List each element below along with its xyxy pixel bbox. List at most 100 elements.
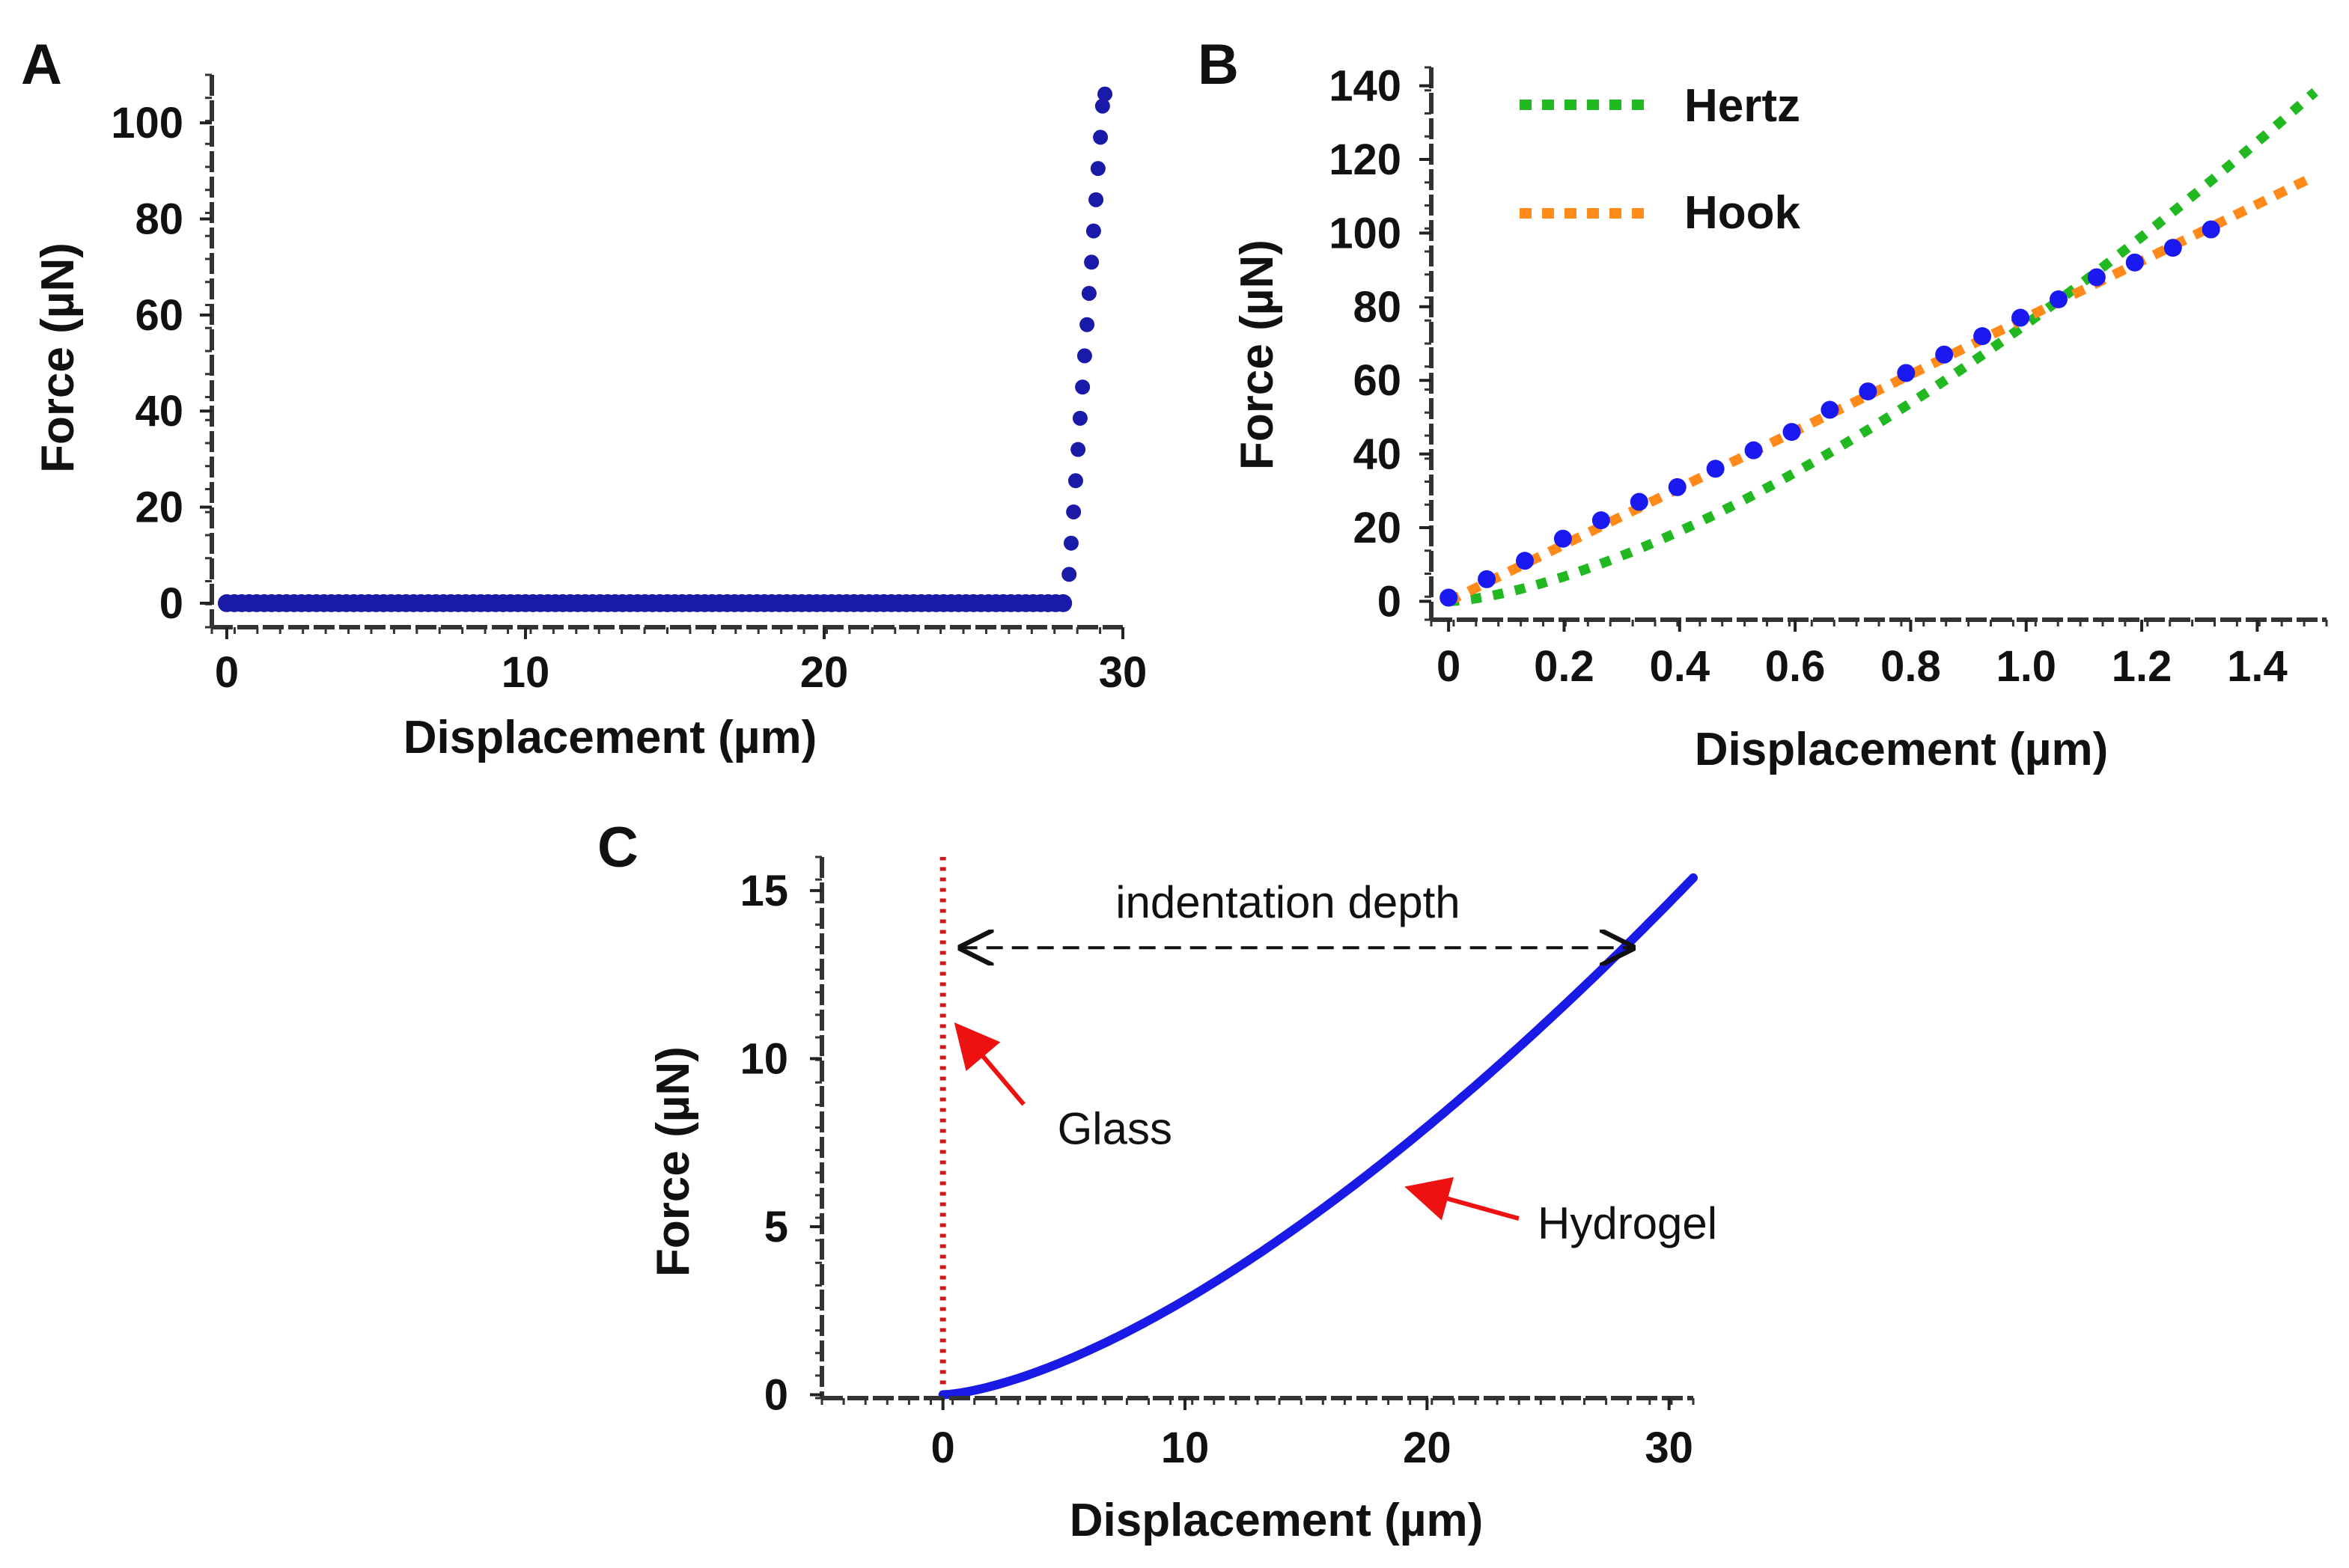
x-tick-label: 1.0: [1996, 642, 2056, 691]
data-point: [1075, 379, 1091, 395]
y-tick-label: 15: [740, 867, 788, 915]
panel-b-xlabel: Displacement (µm): [1695, 724, 2109, 775]
y-tick-label: 20: [1353, 504, 1401, 552]
x-tick-label: 30: [1099, 648, 1148, 697]
panel-c-data: [938, 857, 1698, 1400]
panel-c-annotations: indentation depth Glass Hydrogel: [954, 877, 1717, 1248]
data-point: [1070, 442, 1086, 457]
y-tick-label: 60: [135, 291, 183, 340]
x-tick-label: 1.2: [2112, 642, 2172, 691]
panel-label-b: B: [1198, 33, 1239, 97]
y-tick-label: 0: [159, 579, 183, 628]
x-tick-label: 0: [215, 648, 239, 697]
panel-a-xlabel: Displacement (µm): [403, 712, 817, 763]
y-tick-label: 60: [1353, 356, 1401, 405]
data-point: [1063, 535, 1079, 551]
data-point: [1054, 594, 1073, 612]
y-tick-label: 80: [135, 195, 183, 244]
data-point: [2011, 308, 2030, 327]
data-point: [1821, 400, 1839, 419]
y-tick-label: 140: [1329, 62, 1401, 111]
x-tick-label: 20: [800, 648, 849, 697]
panel-b: B 0 0.2 0.4 0.6 0.8 1.0 1.2 1.4 0 20 40 60 80 100 120 1…: [1198, 33, 2328, 775]
panel-a-data: [217, 86, 1113, 612]
x-tick-label: 30: [1645, 1424, 1693, 1472]
hydrogel-series-line: [938, 873, 1698, 1400]
panel-b-ylabel: Force (µN): [1231, 240, 1283, 470]
data-point: [1094, 98, 1110, 114]
x-tick-label: 10: [502, 648, 550, 697]
y-tick-label: 40: [1353, 430, 1401, 479]
panel-b-axes: 0 0.2 0.4 0.6 0.8 1.0 1.2 1.4 0 20 40 60 80 100 120 140: [1329, 62, 2328, 691]
data-point: [1439, 588, 1458, 607]
data-point: [1782, 423, 1801, 442]
y-tick-label: 0: [764, 1371, 788, 1420]
x-tick-label: 0: [1436, 642, 1460, 691]
indentation-depth-label: indentation depth: [1115, 877, 1460, 927]
y-tick-label: 10: [740, 1034, 788, 1083]
glass-pointer-arrow: [954, 1022, 1026, 1106]
data-point: [1097, 86, 1113, 102]
data-point: [1084, 254, 1100, 270]
data-point: [1093, 129, 1109, 145]
x-tick-label: 0: [931, 1424, 955, 1472]
data-point: [1081, 285, 1097, 301]
data-point: [1553, 529, 1572, 548]
x-tick-label: 1.4: [2227, 642, 2288, 691]
panel-label-a: A: [21, 33, 62, 97]
data-point: [2202, 220, 2220, 239]
y-tick-label: 100: [1329, 209, 1401, 257]
glass-label: Glass: [1058, 1104, 1172, 1154]
x-tick-label: 10: [1161, 1424, 1210, 1472]
data-point: [1516, 552, 1535, 570]
panel-c-ylabel: Force (µN): [648, 1046, 699, 1277]
data-point: [1897, 364, 1916, 382]
y-tick-label: 5: [764, 1203, 788, 1251]
panel-a-axes: 0 10 20 30 0 20 40 60 80 100: [111, 73, 1148, 697]
data-point: [1935, 345, 1954, 364]
panel-b-data: [1439, 88, 2318, 607]
data-point: [1090, 161, 1106, 177]
data-point: [1061, 567, 1077, 582]
legend-hook-label: Hook: [1684, 187, 1801, 239]
x-tick-label: 20: [1403, 1424, 1451, 1472]
data-point: [1744, 441, 1763, 460]
panel-label-c: C: [597, 816, 639, 879]
data-point: [1973, 327, 1992, 346]
data-point: [1072, 410, 1088, 426]
legend-hertz-label: Hertz: [1684, 80, 1800, 132]
data-point: [2087, 268, 2106, 287]
data-point: [2163, 239, 2182, 257]
y-tick-label: 80: [1353, 283, 1401, 332]
panel-c-xlabel: Displacement (µm): [1070, 1495, 1484, 1546]
hydrogel-label: Hydrogel: [1538, 1198, 1717, 1248]
data-point: [1591, 511, 1610, 530]
data-point: [1067, 473, 1083, 489]
data-point: [2049, 290, 2068, 308]
y-tick-label: 100: [111, 99, 183, 147]
data-point: [1668, 478, 1687, 496]
panel-c-axes: 0 10 20 30 0 5 10 15: [740, 855, 1695, 1472]
panel-b-legend: Hertz Hook: [1520, 80, 1801, 239]
y-tick-label: 120: [1329, 135, 1401, 184]
x-tick-label: 0.4: [1649, 642, 1710, 691]
panel-a-ylabel: Force (µN): [32, 242, 84, 473]
data-point: [1066, 504, 1082, 519]
data-point: [1079, 317, 1095, 332]
hertz-series-line: [1448, 88, 2318, 606]
data-point: [2125, 253, 2144, 272]
data-point: [1859, 382, 1877, 400]
data-point: [1076, 348, 1092, 364]
x-tick-label: 0.6: [1765, 642, 1826, 691]
hydrogel-pointer-arrow: [1404, 1177, 1520, 1221]
data-point: [1630, 492, 1648, 511]
x-tick-label: 0.8: [1880, 642, 1941, 691]
data-point: [1706, 460, 1725, 478]
y-tick-label: 40: [135, 387, 183, 436]
data-point: [1088, 192, 1104, 207]
panel-c: C 0 10 20 30 0 5 10 15 indentation depth Glass Hy…: [597, 816, 1717, 1546]
hook-series-line: [1446, 171, 2318, 606]
data-point: [1085, 223, 1101, 239]
